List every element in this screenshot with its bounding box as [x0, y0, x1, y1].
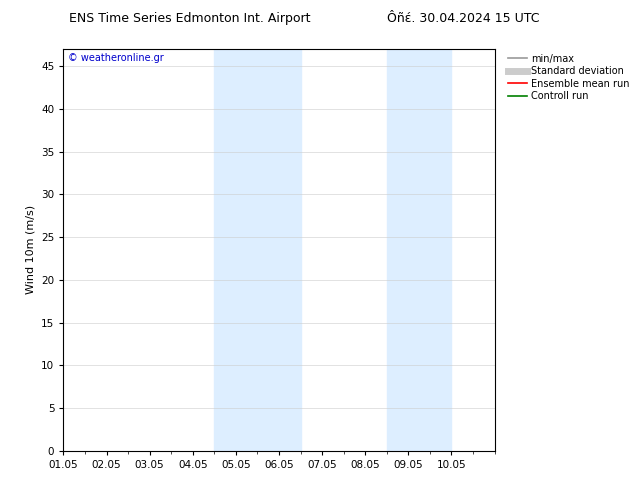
Text: ENS Time Series Edmonton Int. Airport: ENS Time Series Edmonton Int. Airport: [70, 12, 311, 25]
Y-axis label: Wind 10m (m/s): Wind 10m (m/s): [25, 205, 36, 294]
Text: © weatheronline.gr: © weatheronline.gr: [68, 53, 164, 63]
Legend: min/max, Standard deviation, Ensemble mean run, Controll run: min/max, Standard deviation, Ensemble me…: [508, 54, 630, 101]
Text: Ôñέ. 30.04.2024 15 UTC: Ôñέ. 30.04.2024 15 UTC: [387, 12, 539, 25]
Bar: [387, 49, 451, 451]
Bar: [214, 49, 301, 451]
